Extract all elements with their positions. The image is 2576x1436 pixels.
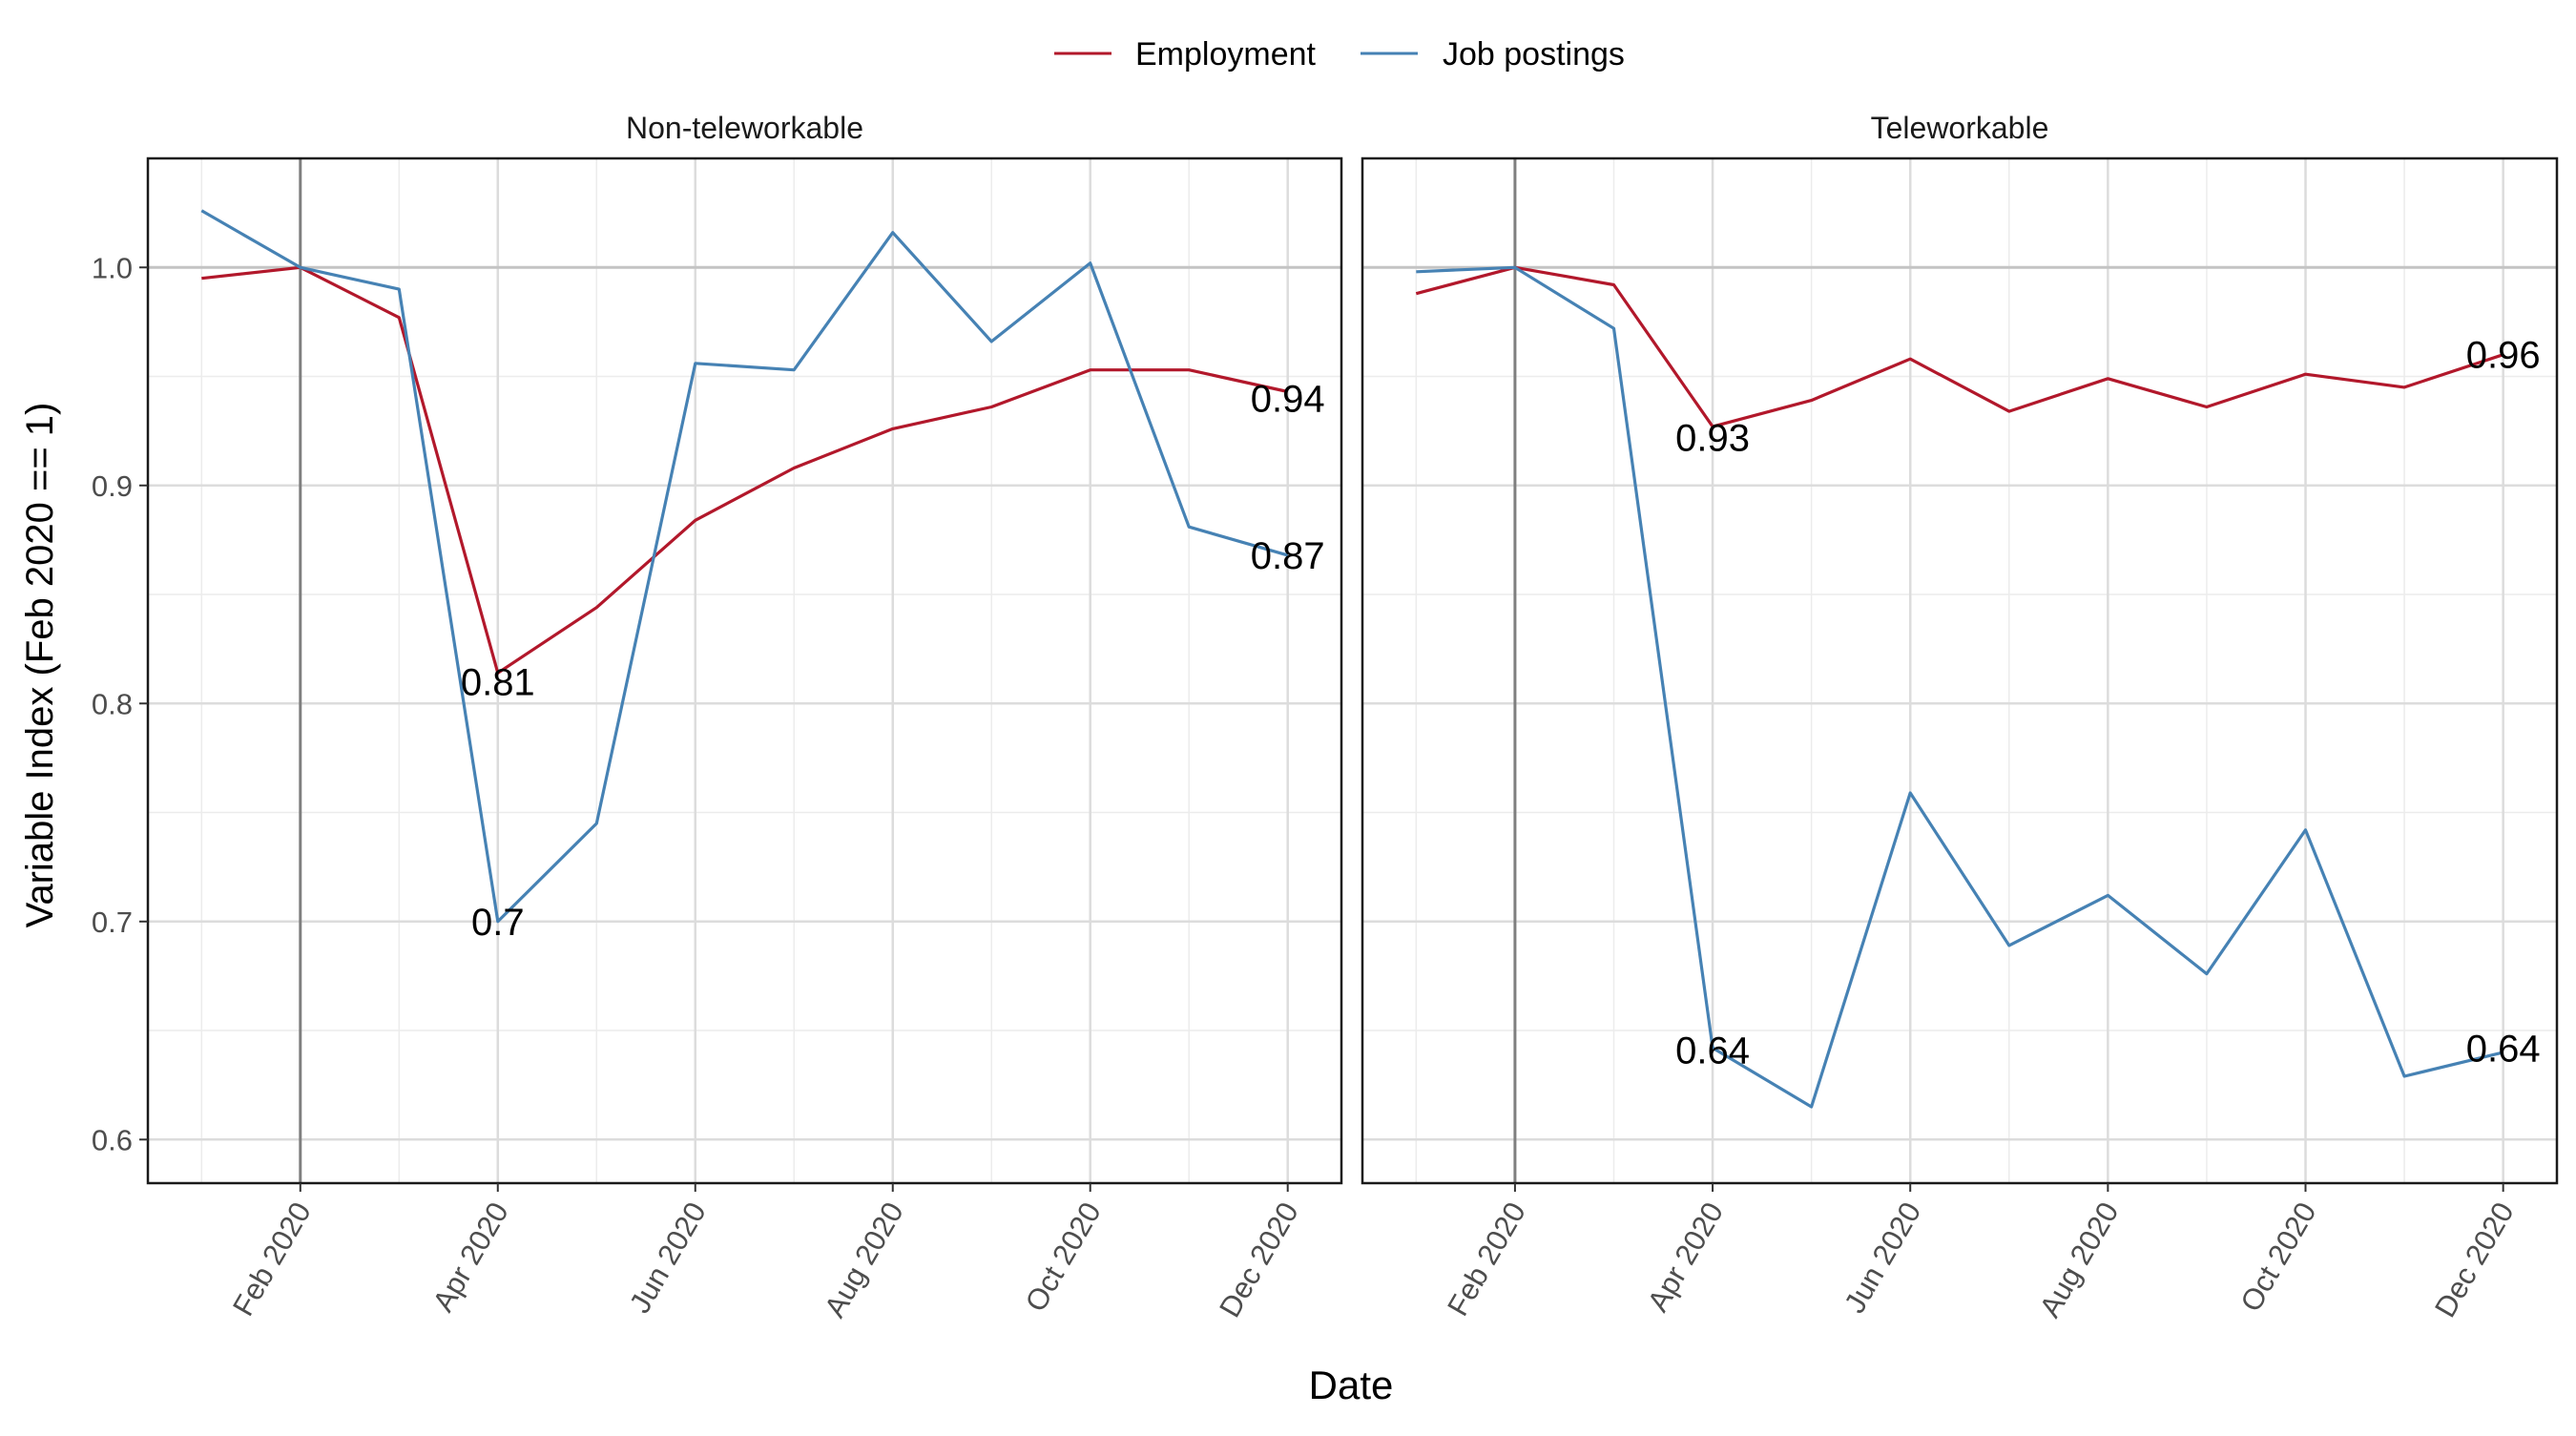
x-tick-label: Jun 2020 [1838, 1197, 1927, 1319]
data-label: 0.81 [461, 661, 535, 703]
data-label: 0.64 [1675, 1030, 1750, 1072]
panel-border [1361, 156, 2559, 1185]
y-tick-label: 1.0 [92, 251, 133, 284]
y-axis-label: Variable Index (Feb 2020 == 1) [19, 403, 61, 928]
y-tick-label: 0.8 [92, 687, 133, 720]
legend-label-job-postings: Job postings [1443, 36, 1625, 73]
x-tick-label: Feb 2020 [226, 1197, 318, 1322]
y-tick-label: 0.9 [92, 469, 133, 503]
x-tick-label: Oct 2020 [1019, 1197, 1108, 1317]
panel-title: Teleworkable [1871, 111, 2049, 145]
x-tick-label: Apr 2020 [426, 1197, 515, 1317]
x-tick-label: Dec 2020 [1213, 1197, 1305, 1322]
panel-border [146, 156, 1343, 1185]
series-line-employment [201, 265, 1289, 675]
data-label: 0.96 [2466, 335, 2541, 377]
panel-non-teleworkable: Non-teleworkable 0.81 0.7 0.94 0.87 0.6 0.7 0.8… [92, 111, 1343, 1322]
series-line-job-postings [1416, 265, 2504, 1109]
data-label: 0.93 [1675, 417, 1750, 459]
x-tick-label: Aug 2020 [818, 1197, 910, 1322]
x-tick-label: Jun 2020 [623, 1197, 713, 1319]
data-label: 0.94 [1251, 378, 1325, 420]
y-tick-label: 0.7 [92, 905, 133, 939]
x-tick-label: Apr 2020 [1641, 1197, 1730, 1317]
legend: Employment Job postings [1054, 36, 1625, 73]
data-label: 0.87 [1251, 535, 1325, 577]
panel-title: Non-teleworkable [626, 111, 863, 145]
y-tick-label: 0.6 [92, 1123, 133, 1156]
panel-teleworkable: Teleworkable 0.93 0.64 0.96 0.64 Feb 2020 Apr … [1361, 111, 2559, 1322]
x-axis-label: Date [1309, 1363, 1394, 1407]
x-tick-label: Dec 2020 [2428, 1197, 2521, 1322]
legend-label-employment: Employment [1135, 36, 1317, 73]
x-tick-label: Oct 2020 [2233, 1197, 2322, 1317]
series-line-job-postings [200, 209, 1289, 924]
data-label: 0.64 [2466, 1028, 2541, 1070]
facet-panels: Non-teleworkable 0.81 0.7 0.94 0.87 0.6 0.7 0.8… [92, 111, 2559, 1322]
series-line-employment [1415, 265, 2504, 428]
x-tick-label: Aug 2020 [2033, 1197, 2126, 1322]
data-label: 0.7 [471, 902, 525, 944]
x-tick-label: Feb 2020 [1441, 1197, 1532, 1322]
